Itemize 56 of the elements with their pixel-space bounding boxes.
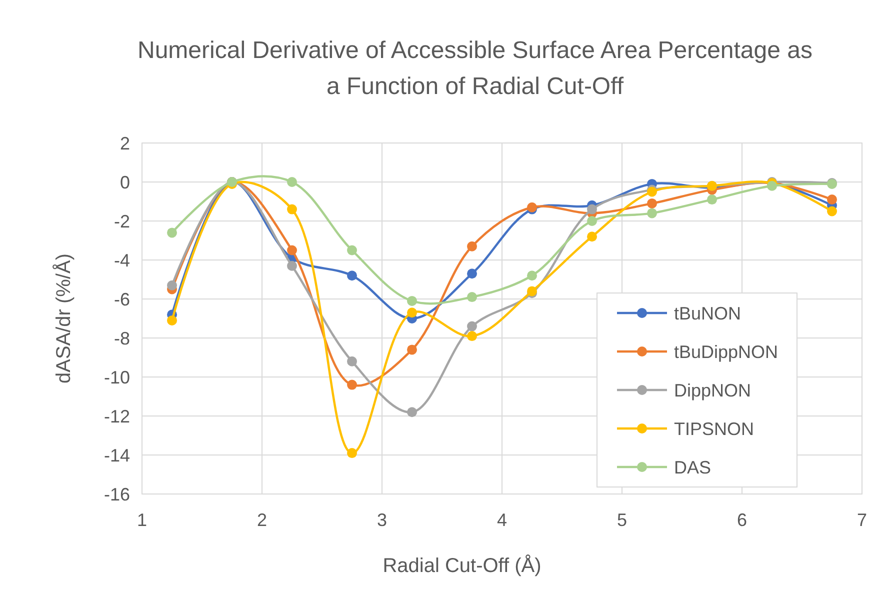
point xyxy=(587,232,597,242)
point xyxy=(467,268,477,279)
point xyxy=(467,241,477,252)
point xyxy=(167,315,177,326)
y-tick-label: 0 xyxy=(120,172,130,192)
point xyxy=(407,308,417,318)
point xyxy=(647,208,657,218)
point xyxy=(167,280,177,290)
point xyxy=(287,177,297,187)
point xyxy=(287,245,297,256)
y-tick-label: -10 xyxy=(104,367,130,388)
x-tick-label: 3 xyxy=(376,510,388,530)
legend-label: tBuDippNON xyxy=(674,342,778,362)
point xyxy=(347,448,357,458)
point xyxy=(647,198,657,208)
point xyxy=(347,270,357,281)
x-tick-label: 2 xyxy=(256,510,268,530)
point xyxy=(767,180,777,191)
point xyxy=(587,216,597,226)
x-tick-label: 7 xyxy=(856,510,868,530)
point xyxy=(407,407,417,418)
point xyxy=(347,245,357,256)
y-tick-label: -12 xyxy=(104,406,130,426)
x-axis-title: Radial Cut-Off (Å) xyxy=(382,554,542,577)
legend-label: TIPSNON xyxy=(674,418,754,439)
y-tick-label: -4 xyxy=(114,250,130,270)
y-tick-label: -14 xyxy=(104,445,130,466)
y-tick-label: -8 xyxy=(114,328,130,348)
x-tick-label: 1 xyxy=(136,510,148,530)
point xyxy=(707,194,717,205)
point xyxy=(827,194,837,205)
point xyxy=(287,204,297,214)
legend-label: tBuNON xyxy=(674,303,742,324)
point xyxy=(467,321,477,332)
point xyxy=(167,228,177,238)
y-tick-label: -16 xyxy=(104,484,130,504)
point xyxy=(347,356,357,366)
y-axis-title: dASA/dr (%/Å) xyxy=(52,253,75,384)
x-tick-label: 6 xyxy=(736,510,748,530)
point xyxy=(827,206,837,216)
point xyxy=(287,260,297,271)
point xyxy=(587,204,597,214)
point xyxy=(407,344,417,355)
point xyxy=(527,270,537,281)
point xyxy=(467,331,477,342)
y-tick-label: 2 xyxy=(120,133,130,154)
y-tick-label: -6 xyxy=(114,289,130,310)
x-tick-label: 5 xyxy=(616,510,628,530)
x-tick-label: 4 xyxy=(496,510,508,530)
legend-label: DippNON xyxy=(674,380,752,400)
point xyxy=(407,296,417,306)
chart-title: Numerical Derivative of Accessible Surface Area Percentage as a Function of Radial Cut-Off xyxy=(138,37,812,100)
point xyxy=(347,380,357,390)
point xyxy=(467,292,477,302)
legend-label: DAS xyxy=(674,457,712,478)
y-tick-label: -2 xyxy=(114,211,130,232)
